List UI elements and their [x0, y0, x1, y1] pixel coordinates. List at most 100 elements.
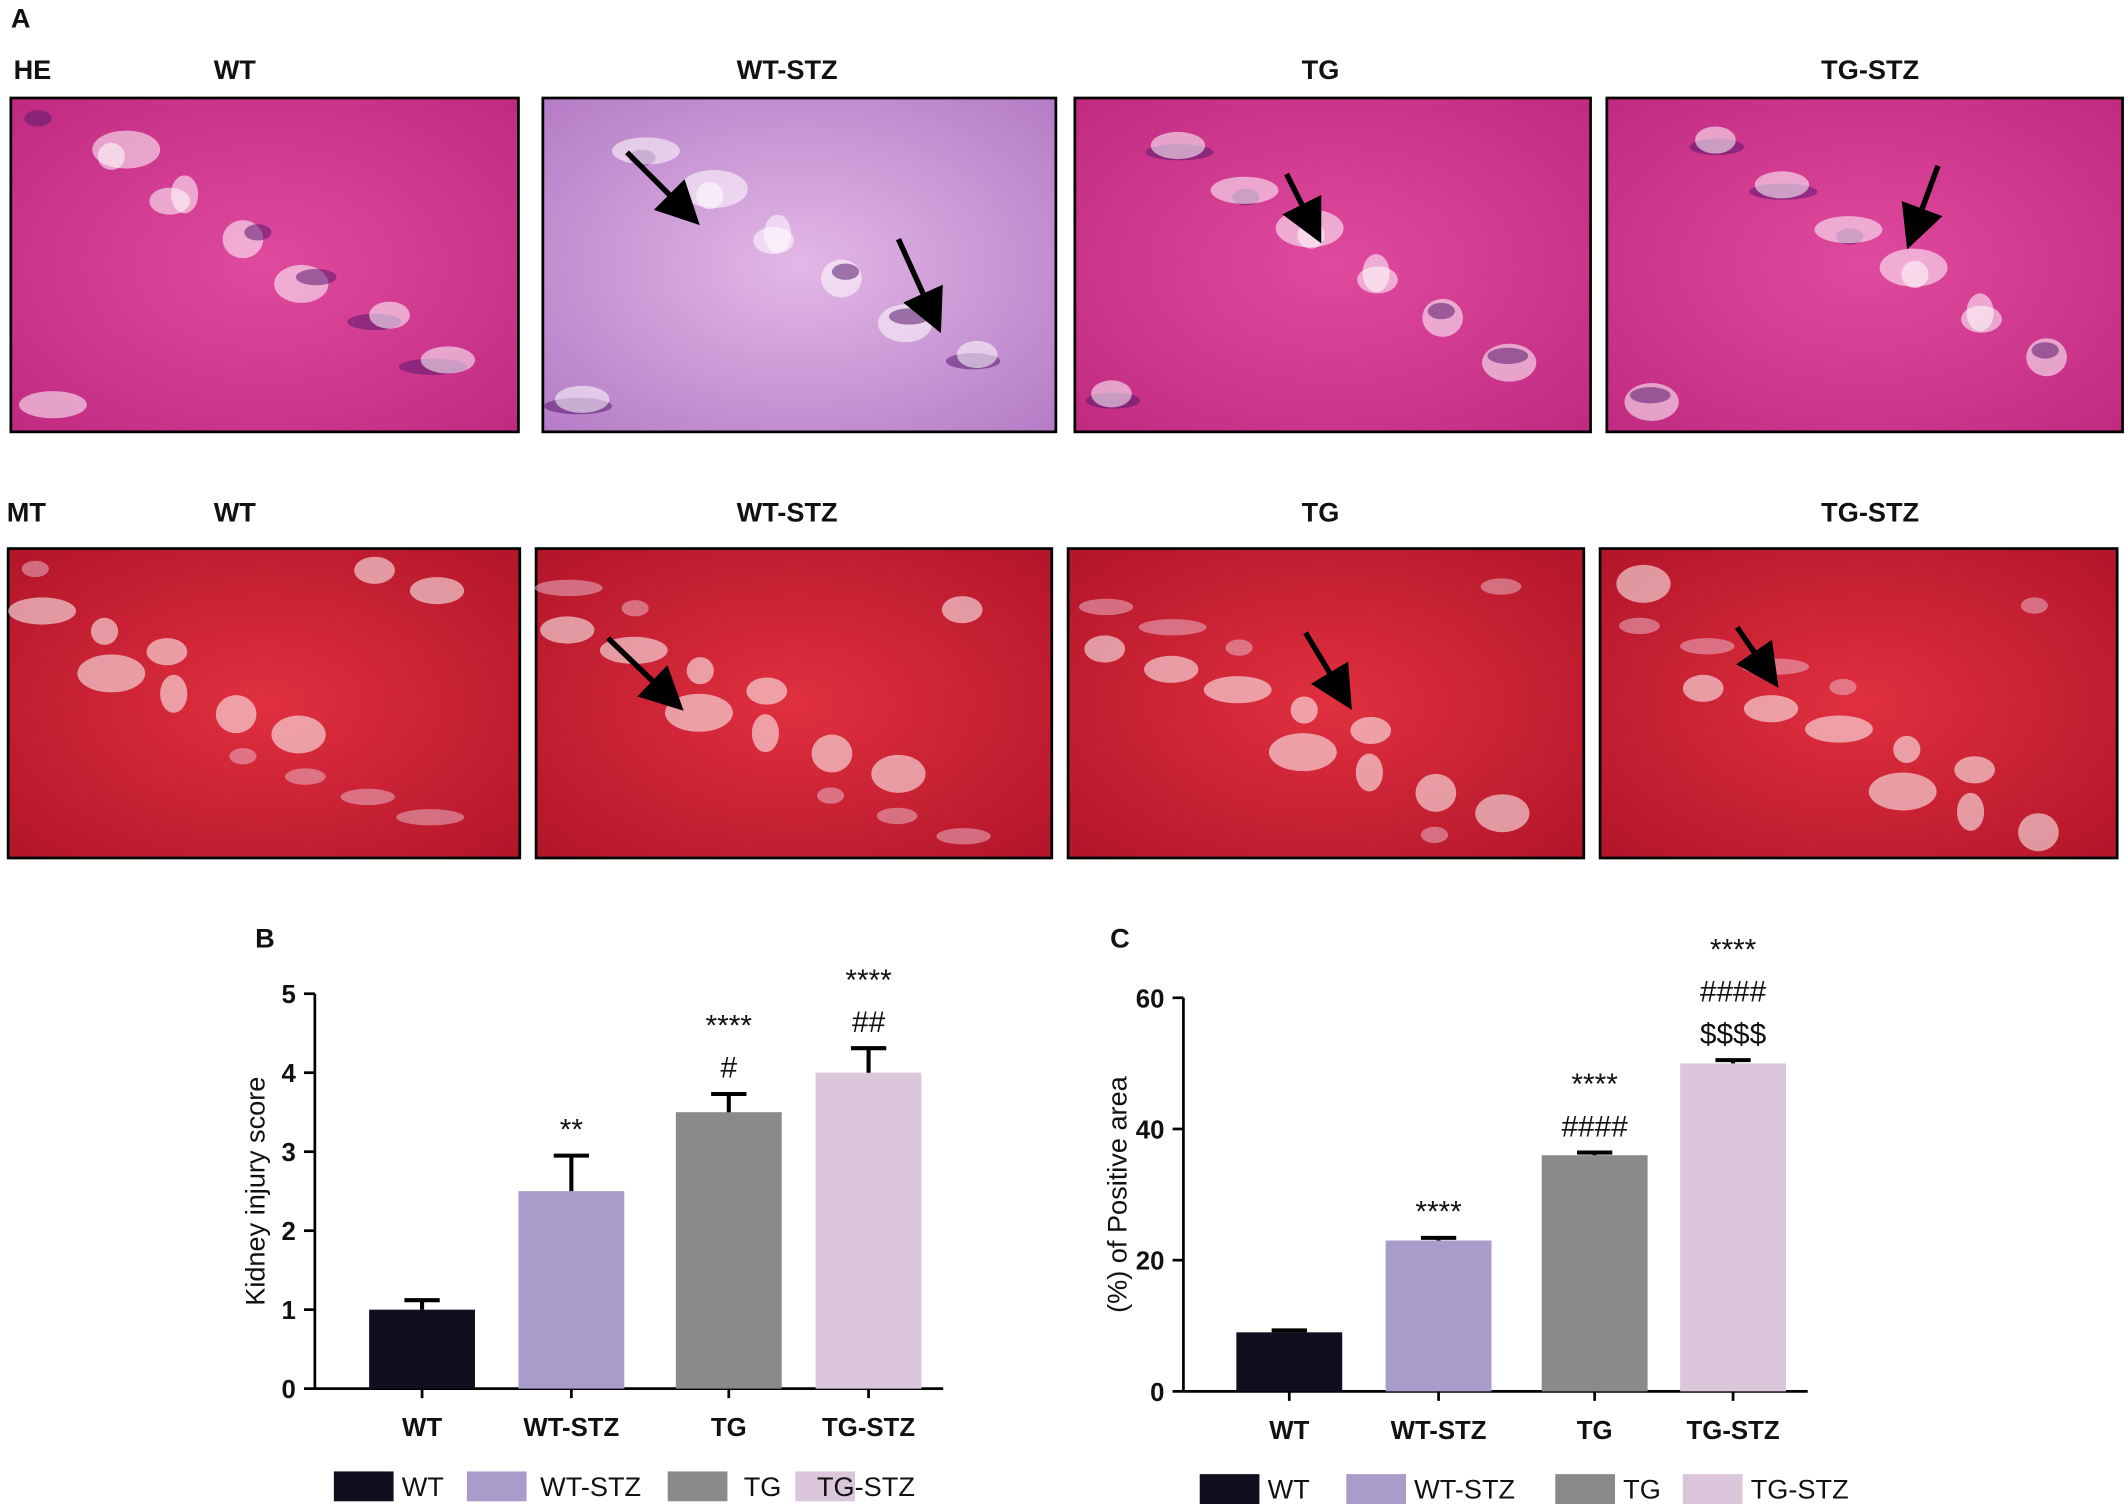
tissue-structure	[1138, 619, 1207, 636]
micrograph	[1605, 96, 2124, 434]
y-tick-label: 2	[282, 1218, 296, 1246]
micrograph	[9, 96, 520, 434]
tissue-structure	[1957, 792, 1985, 831]
tissue-structure	[1480, 578, 1522, 595]
tissue-structure	[369, 301, 410, 329]
x-tick-label: TG	[1577, 1417, 1613, 1445]
tissue-structure	[555, 385, 610, 413]
y-tick-label: 3	[282, 1139, 296, 1167]
tissue-structure	[1616, 564, 1671, 603]
legend-label: WT	[1268, 1474, 1310, 1505]
tissue-structure	[19, 391, 87, 419]
tissue-structure	[229, 748, 257, 765]
legend-label: WT	[402, 1471, 444, 1502]
y-axis-label: (%) of Positive area	[1101, 1075, 1132, 1313]
tissue-structure	[1814, 216, 1883, 244]
tissue-structure	[1743, 695, 1799, 723]
tissue-structure	[1078, 598, 1134, 616]
arrow	[1901, 164, 1943, 250]
tissue-structure	[146, 638, 188, 666]
bar	[1385, 1240, 1492, 1392]
x-tick-label: WT-STZ	[523, 1414, 619, 1442]
tissue-structure	[1487, 347, 1529, 364]
tissue-structure	[160, 674, 188, 713]
tissue-structure	[686, 657, 714, 685]
legend-label: TG	[1623, 1474, 1661, 1505]
image-title: TG	[1302, 496, 1340, 527]
tissue-structure	[1893, 735, 1921, 763]
tissue-structure	[1475, 794, 1530, 833]
legend-swatch	[1555, 1474, 1615, 1504]
tissue-structure	[1268, 733, 1337, 772]
tissue-structure	[285, 768, 326, 785]
significance-label: ####	[1561, 1110, 1628, 1143]
bar	[1236, 1332, 1343, 1392]
x-tick-label: WT	[1269, 1417, 1309, 1445]
panel-label: B	[255, 923, 275, 954]
tissue-structure	[92, 130, 161, 169]
image-title: TG	[1302, 54, 1340, 85]
bar	[675, 1112, 782, 1389]
y-tick-label: 0	[1150, 1379, 1164, 1407]
tissue-structure	[764, 214, 792, 253]
tissue-structure	[1355, 753, 1383, 792]
micrograph	[1598, 547, 2119, 860]
y-tick-label: 20	[1136, 1248, 1165, 1276]
tissue-structure	[1150, 131, 1206, 160]
y-tick-label: 5	[282, 981, 296, 1009]
panel-label: A	[11, 2, 31, 33]
tissue-structure	[2020, 597, 2048, 614]
bar	[1680, 1063, 1786, 1392]
legend-swatch	[1199, 1474, 1260, 1504]
tissue-structure	[215, 695, 257, 734]
tissue-structure	[534, 579, 603, 597]
legend-label: TG-STZ	[817, 1471, 915, 1502]
tissue-structure	[621, 600, 649, 617]
tissue-structure	[1741, 658, 1810, 675]
panel-label: C	[1110, 923, 1130, 954]
tissue-structure	[1805, 715, 1873, 743]
tissue-structure	[1203, 676, 1272, 704]
y-tick-label: 40	[1136, 1116, 1165, 1144]
x-tick-label: WT	[402, 1414, 442, 1442]
significance-label: ****	[1415, 1196, 1462, 1229]
tissue-structure	[1350, 716, 1392, 744]
tissue-structure	[396, 809, 465, 826]
tissue-structure	[1225, 639, 1253, 656]
tissue-structure	[1427, 302, 1455, 320]
tissue-structure	[2031, 342, 2059, 359]
error-bar	[404, 1298, 440, 1310]
tissue-structure	[1619, 617, 1660, 635]
micrograph	[534, 547, 1054, 860]
legend-label: WT-STZ	[540, 1471, 641, 1502]
arrow	[625, 150, 700, 226]
significance-label: ##	[852, 1006, 886, 1039]
tissue-structure	[1210, 176, 1279, 204]
x-tick-label: TG	[711, 1414, 747, 1442]
y-tick-label: 1	[282, 1297, 296, 1325]
tissue-structure	[871, 754, 926, 793]
significance-label: ****	[1571, 1068, 1618, 1101]
tissue-structure	[8, 597, 76, 625]
tissue-structure	[811, 734, 853, 773]
legend-swatch	[795, 1471, 855, 1502]
tissue-structure	[817, 787, 845, 804]
tissue-structure	[420, 346, 475, 374]
tissue-structure	[956, 340, 998, 369]
tissue-structure	[1754, 171, 1810, 199]
image-title: TG-STZ	[1821, 496, 1919, 527]
tissue-structure	[941, 596, 983, 624]
tissue-structure	[77, 654, 146, 693]
error-bar	[1577, 1150, 1613, 1156]
legend-swatch	[1682, 1474, 1743, 1504]
legend-label: TG-STZ	[1751, 1474, 1849, 1505]
stain-label: MT	[7, 496, 47, 527]
image-title: WT-STZ	[737, 496, 838, 527]
significance-label: ####	[1700, 976, 1767, 1009]
tissue-structure	[1680, 638, 1735, 655]
arrow	[606, 636, 684, 711]
tissue-structure	[1290, 696, 1318, 724]
y-tick-label: 0	[282, 1376, 296, 1404]
tissue-structure	[171, 175, 199, 214]
